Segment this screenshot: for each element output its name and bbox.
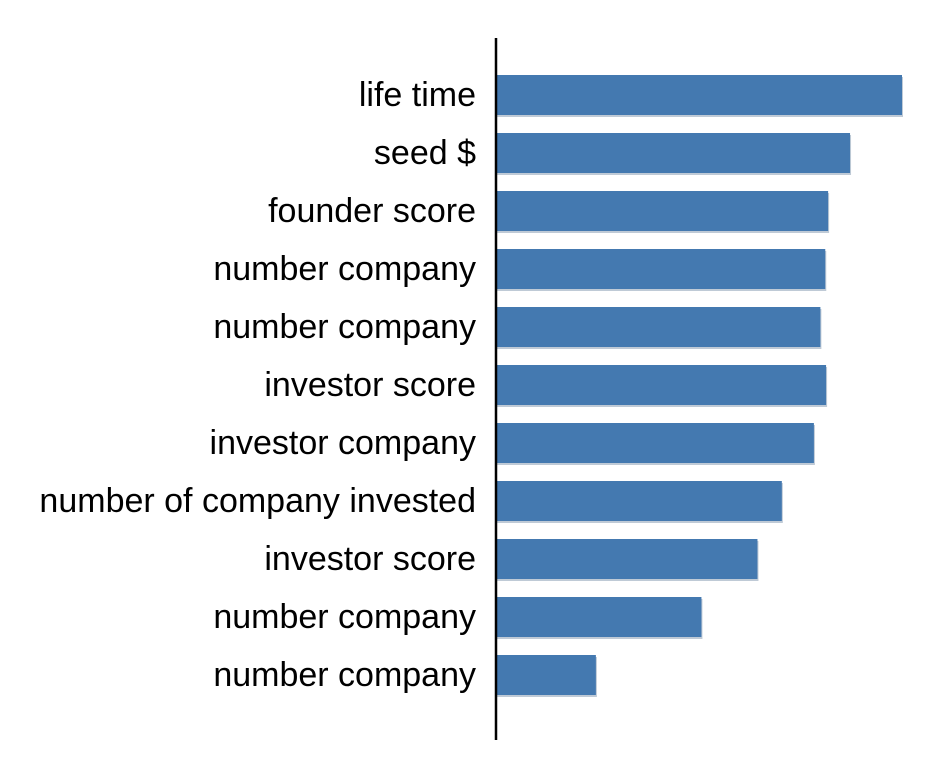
bar-8	[496, 539, 758, 579]
bar-9	[496, 597, 702, 637]
category-label-8: investor score	[264, 540, 476, 578]
bar-5	[496, 365, 827, 405]
category-label-1: seed $	[374, 134, 476, 172]
bar-4	[496, 307, 821, 347]
bar-2	[496, 191, 829, 231]
bars-group	[496, 75, 903, 697]
category-labels-group: life time seed $ founder score number compa…	[39, 76, 476, 694]
bar-6	[496, 423, 814, 463]
category-label-7: number of company invested	[39, 482, 476, 520]
category-label-10: number company	[213, 656, 476, 694]
category-label-5: investor score	[264, 366, 476, 404]
category-label-2: founder score	[268, 192, 476, 230]
category-label-4: number company	[213, 308, 476, 346]
category-label-3: number company	[213, 250, 476, 288]
bar-0	[496, 75, 902, 115]
category-label-0: life time	[359, 76, 476, 114]
bar-7	[496, 481, 782, 521]
bar-1	[496, 133, 851, 173]
category-label-6: investor company	[210, 424, 476, 462]
bar-10	[496, 655, 596, 695]
category-label-9: number company	[213, 598, 476, 636]
bar-3	[496, 249, 826, 289]
